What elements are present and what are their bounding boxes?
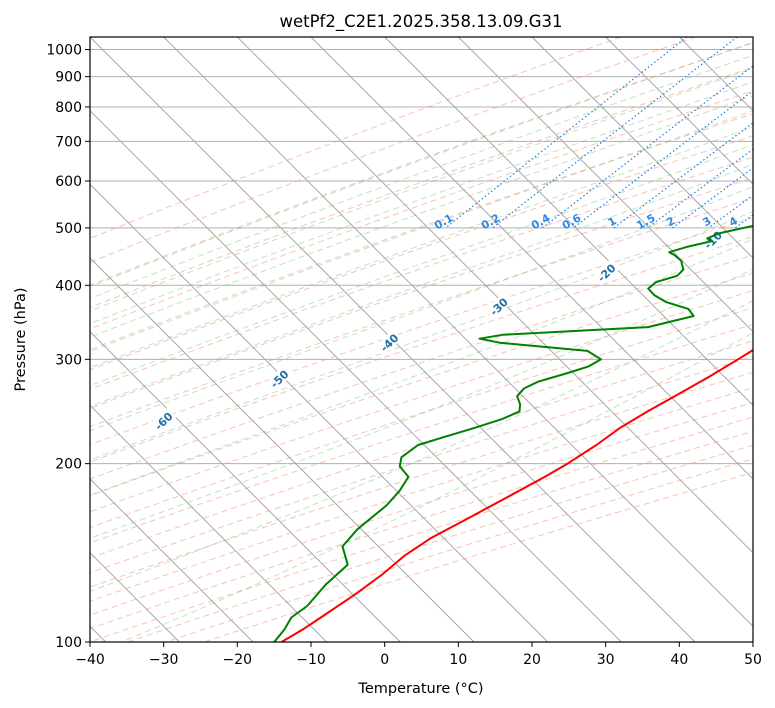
chart-title: wetPf2_C2E1.2025.358.13.09.G31 [279,12,562,32]
x-tick-label: −10 [296,652,326,668]
dry-adiabat [90,37,622,239]
sounding-series [273,224,753,642]
moist-adiabat [90,41,753,288]
mixing-ratio-line [492,37,738,229]
y-tick-label: 800 [55,100,82,116]
dewpoint-line [273,224,753,642]
moist-adiabat [90,81,753,325]
y-tick-label: 700 [55,134,82,150]
isotherm-line [90,330,401,642]
x-tick-label: 0 [380,652,389,668]
x-axis-ticks: −40 −30 −20 −10 0 10 20 30 40 50 [75,642,762,668]
dry-adiabat [90,323,753,544]
plot-frame [89,36,754,643]
isotherm-line [531,37,753,259]
mixing-ratio-line [542,65,753,229]
moist-adiabat [90,67,753,312]
dry-adiabat [90,236,753,463]
dry-adiabat [90,356,753,574]
temperature-line [280,348,753,642]
moist-adiabat [90,186,753,432]
isotherm-label-bg [150,407,177,434]
isotherm-label-bg [265,365,293,392]
x-tick-label: 20 [523,652,541,668]
y-tick-label: 300 [55,352,82,368]
x-tick-label: 10 [449,652,467,668]
y-tick-label: 400 [55,278,82,294]
isotherm-line [90,257,475,642]
moist-adiabat [90,54,753,300]
dry-adiabat [90,113,753,351]
plot-area: -100-90-80-70-60-50-40-30-20-10010203040… [90,37,753,642]
isotherm-line [90,183,549,642]
moist-adiabat [90,300,753,592]
x-tick-label: −30 [149,652,179,668]
isotherm-line [90,404,328,642]
mixing-ratio-line [672,167,753,229]
y-tick-label: 900 [55,70,82,86]
dry-adiabat [90,37,696,263]
moist-adiabat [121,332,753,642]
isotherm-line [457,37,753,333]
isotherm-line [384,37,753,407]
mixing-ratio-line [572,89,753,229]
dry-adiabat [90,430,753,642]
pressure-gridlines [90,49,753,642]
isotherm-label-bg [593,259,620,286]
dry-adiabat [90,272,753,497]
x-tick-label: 40 [670,652,688,668]
moist-adiabat [90,144,753,387]
dry-adiabat [165,458,753,642]
moist-adiabat [90,163,753,407]
y-tick-label: 500 [55,221,82,237]
y-tick-label: 1000 [46,43,82,59]
isotherm-line [236,37,753,554]
y-tick-label: 100 [55,635,82,651]
x-tick-label: 30 [597,652,615,668]
moist-adiabat [90,95,753,338]
isotherm-label-bg [375,329,403,356]
y-axis-ticks: 100 200 300 400 500 600 700 800 900 1000 [46,43,90,651]
x-tick-label: −40 [75,652,105,668]
dry-adiabat [90,290,753,513]
dry-adiabat [90,254,753,480]
moist-adiabat [90,268,753,539]
isotherm-line [163,37,753,628]
y-axis-title: Pressure (hPa) [13,287,29,391]
dry-adiabat [127,444,753,642]
dry-adiabat [90,90,753,330]
moist-adiabat [90,238,753,496]
dry-adiabat [203,471,753,642]
x-axis-title: Temperature (°C) [357,681,483,697]
x-tick-label: −20 [223,652,253,668]
isotherm-line [605,37,753,186]
y-tick-label: 200 [55,457,82,473]
isotherm-label-bg [485,293,512,320]
dry-adiabat [90,307,753,529]
dry-adiabat [90,66,753,308]
mixing-ratio-lines [445,37,753,229]
moist-adiabat-lines [90,41,753,642]
isotherm-line [90,478,254,642]
dry-adiabat [90,340,753,559]
x-tick-label: 50 [744,652,762,668]
y-tick-label: 600 [55,174,82,190]
